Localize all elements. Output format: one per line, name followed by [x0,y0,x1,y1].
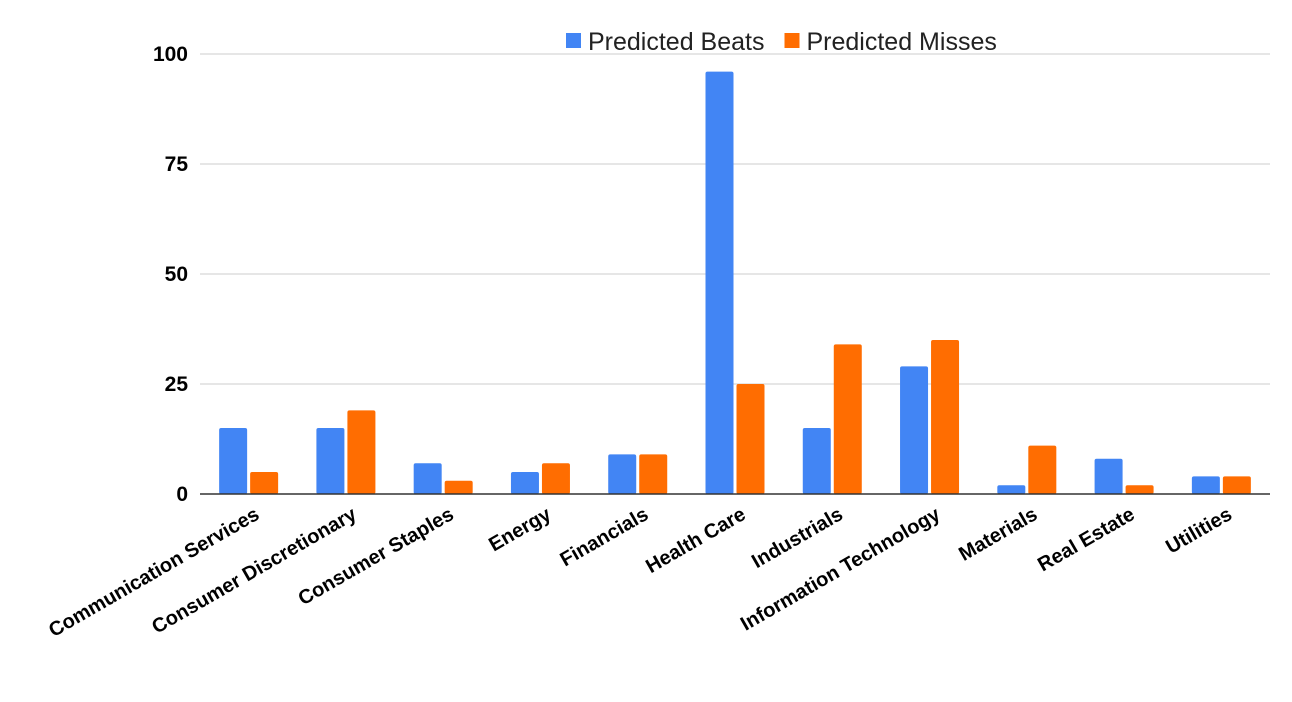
bar-predicted-beats [1094,458,1123,494]
gridlines [200,53,1270,385]
bar-predicted-beats [510,472,539,494]
bar-predicted-beats [1191,476,1220,494]
bar-predicted-misses [444,480,473,494]
y-tick-label: 100 [153,43,188,66]
legend-swatch [784,33,800,48]
x-category-label: Consumer Staples [295,503,458,610]
bar-predicted-beats [608,454,637,494]
x-category-label: Financials [557,503,653,571]
bar-predicted-misses [1028,445,1057,494]
bar-predicted-misses [347,410,376,494]
bar-predicted-beats [316,428,345,494]
bar-predicted-beats [705,71,734,494]
bar-predicted-misses [1125,485,1154,494]
bar-predicted-misses [541,463,570,494]
bar-predicted-beats [802,428,831,494]
x-category-label: Energy [485,503,555,556]
x-category-label: Health Care [642,503,749,578]
bar-predicted-beats [219,428,248,494]
bars [219,71,1251,494]
bar-predicted-misses [250,472,279,494]
bar-predicted-beats [413,463,442,494]
x-category-label: Real Estate [1034,503,1138,576]
y-tick-label: 75 [165,153,189,176]
bar-predicted-beats [997,485,1026,494]
bar-predicted-misses [931,340,960,494]
legend-label: Predicted Misses [807,28,997,56]
bar-predicted-misses [639,454,668,494]
legend-label: Predicted Beats [588,28,765,56]
y-tick-label: 25 [165,373,189,396]
x-category-label: Materials [955,503,1041,565]
bar-predicted-misses [1222,476,1251,494]
y-tick-label: 50 [165,263,188,286]
bar-predicted-beats [900,366,929,494]
legend-swatch [566,33,581,48]
y-axis-ticks: 0 25 50 75 100 [153,43,188,506]
y-tick-label: 0 [176,483,188,506]
bar-predicted-misses [736,384,765,494]
x-category-label: Utilities [1162,503,1236,558]
legend: Predicted Beats Predicted Misses [566,28,997,56]
bar-predicted-misses [833,344,862,494]
